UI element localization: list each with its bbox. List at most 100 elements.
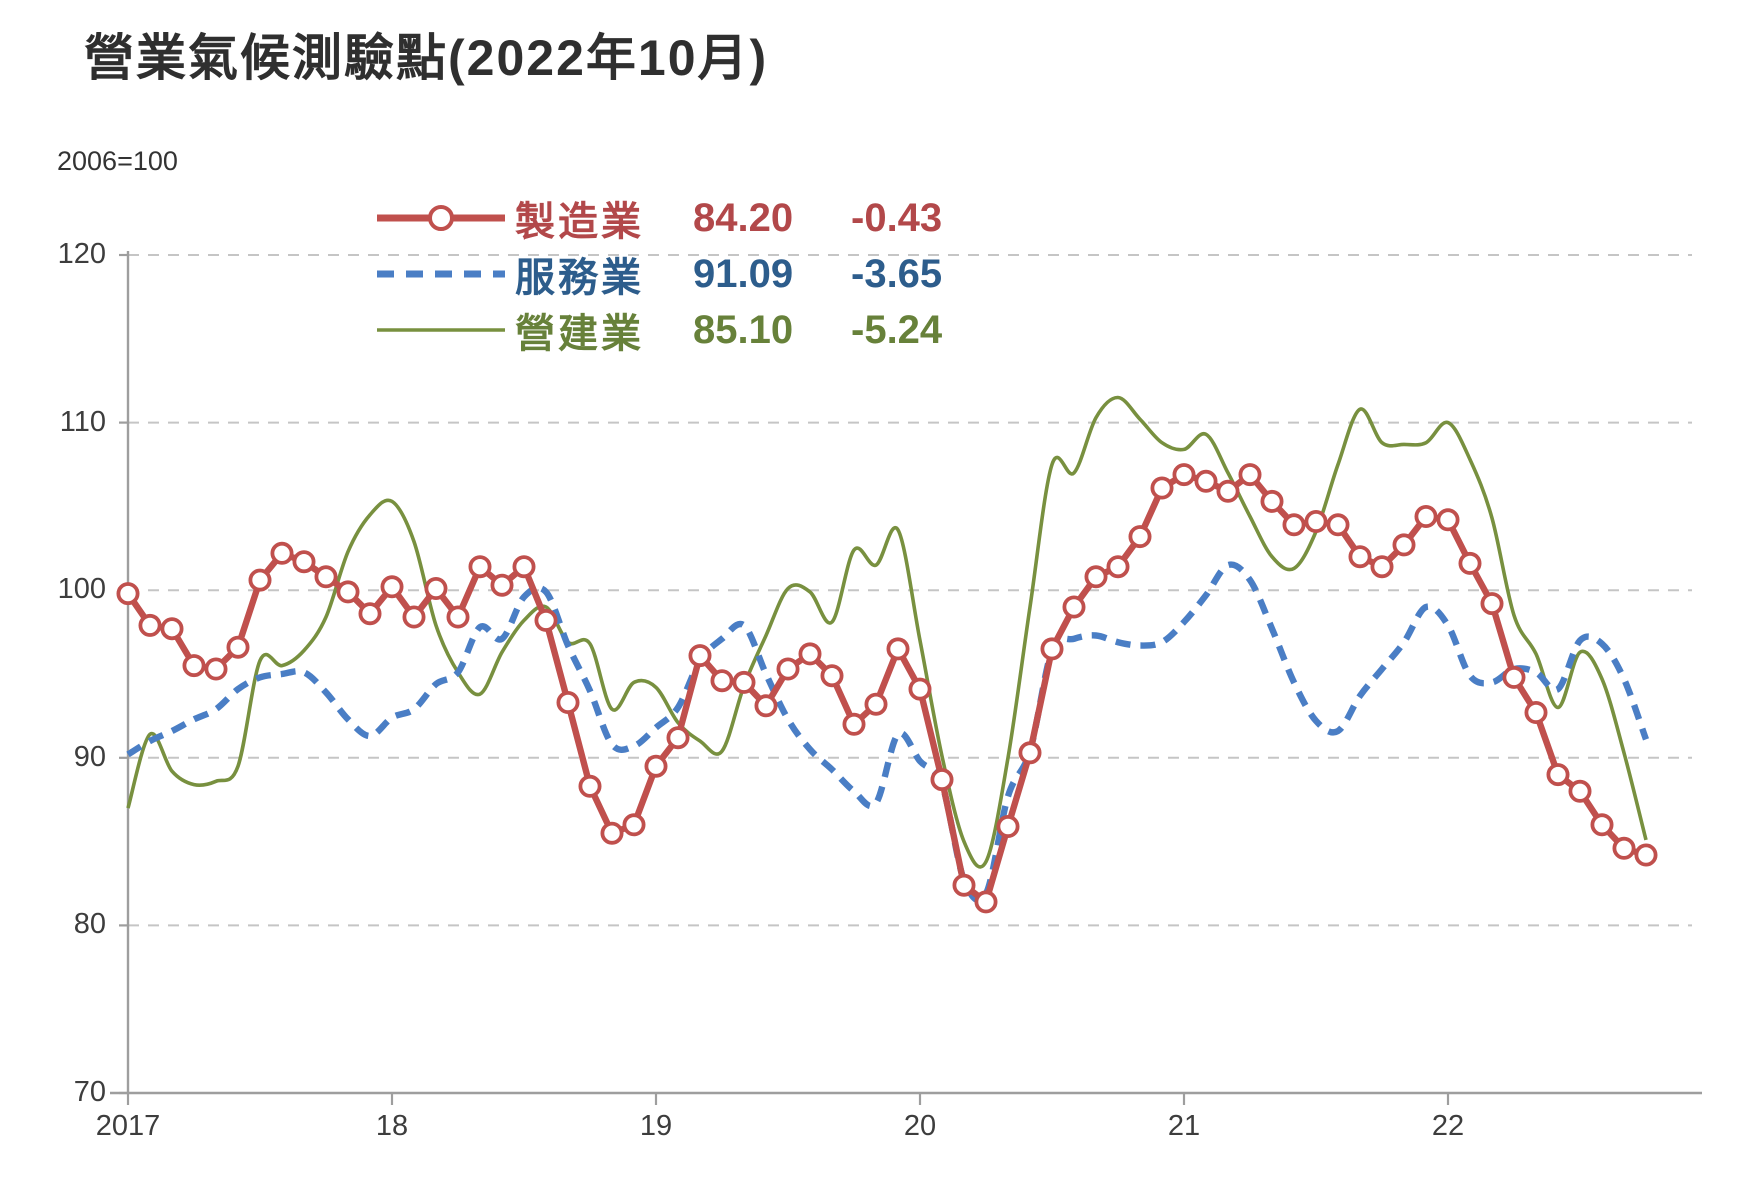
manufacturing-data-point — [314, 565, 338, 589]
manufacturing-data-point — [1502, 665, 1526, 689]
manufacturing-data-point — [1436, 508, 1460, 532]
manufacturing-data-point — [1018, 741, 1042, 765]
services-series-line — [126, 561, 1650, 904]
manufacturing-data-point — [1194, 469, 1218, 493]
manufacturing-data-point — [424, 577, 448, 601]
manufacturing-data-point — [1216, 479, 1240, 503]
manufacturing-data-point — [578, 774, 602, 798]
manufacturing-data-point — [160, 617, 184, 641]
y-axis-note: 2006=100 — [57, 146, 178, 176]
manufacturing-data-point — [1282, 513, 1306, 537]
manufacturing-data-point — [622, 813, 646, 837]
x-axis-tick-label: 22 — [1431, 1110, 1465, 1142]
manufacturing-data-point — [1106, 555, 1130, 579]
manufacturing-data-point — [1370, 555, 1394, 579]
x-axis-tick-label: 18 — [375, 1110, 409, 1142]
manufacturing-data-point — [1304, 509, 1328, 533]
manufacturing-data-point — [1062, 595, 1086, 619]
x-axis-tick-label: 21 — [1167, 1110, 1201, 1142]
manufacturing-data-point — [930, 768, 954, 792]
manufacturing-data-point — [886, 637, 910, 661]
manufacturing-data-point — [820, 664, 844, 688]
legend-change: -5.24 — [851, 307, 943, 352]
manufacturing-data-point — [1150, 476, 1174, 500]
manufacturing-data-point — [688, 644, 712, 668]
x-axis-tick-label: 2017 — [95, 1110, 161, 1142]
manufacturing-data-point — [226, 635, 250, 659]
manufacturing-data-point — [336, 580, 360, 604]
manufacturing-data-point — [600, 821, 624, 845]
manufacturing-data-point — [776, 657, 800, 681]
construction-line-icon — [377, 328, 505, 332]
manufacturing-data-point — [842, 712, 866, 736]
manufacturing-data-point — [1172, 463, 1196, 487]
manufacturing-data-point — [1084, 565, 1108, 589]
manufacturing-data-point — [1348, 545, 1372, 569]
legend-label: 營建業 — [515, 312, 644, 356]
manufacturing-data-point — [974, 890, 998, 914]
manufacturing-data-point — [292, 550, 316, 574]
manufacturing-data-point — [1480, 592, 1504, 616]
manufacturing-data-point — [556, 691, 580, 715]
manufacturing-data-point — [248, 568, 272, 592]
manufacturing-data-point — [1238, 463, 1262, 487]
manufacturing-data-point — [490, 573, 514, 597]
legend-value: 91.09 — [693, 251, 794, 296]
y-axis-tick-label: 120 — [57, 238, 106, 270]
manufacturing-data-point — [908, 677, 932, 701]
manufacturing-data-point — [1458, 551, 1482, 575]
manufacturing-data-point — [996, 815, 1020, 839]
manufacturing-data-point — [798, 642, 822, 666]
chart-title: 營業氣候測驗點(2022年10月) — [84, 30, 769, 86]
manufacturing-data-point — [1392, 533, 1416, 557]
y-axis-tick-label: 80 — [73, 908, 106, 941]
y-axis-tick-label: 70 — [73, 1076, 106, 1108]
manufacturing-data-point — [1040, 637, 1064, 661]
manufacturing-data-point — [1260, 489, 1284, 513]
manufacturing-data-point — [446, 605, 470, 629]
legend-item-construction: 營建業 85.10 -5.24 — [375, 302, 942, 358]
manufacturing-data-point — [732, 670, 756, 694]
manufacturing-data-point — [1414, 504, 1438, 528]
manufacturing-data-point — [358, 602, 382, 626]
legend-item-services: 服務業 91.09 -3.65 — [375, 246, 942, 302]
x-axis-tick-label: 19 — [639, 1110, 673, 1142]
y-axis-tick-label: 100 — [57, 573, 106, 606]
manufacturing-data-point — [116, 582, 140, 606]
x-axis-tick-label: 20 — [903, 1110, 937, 1142]
manufacturing-data-point — [512, 555, 536, 579]
manufacturing-data-point — [468, 555, 492, 579]
manufacturing-data-point — [380, 575, 404, 599]
manufacturing-data-point — [1568, 779, 1592, 803]
manufacturing-data-point — [270, 541, 294, 565]
manufacturing-data-point — [138, 613, 162, 637]
y-axis-tick-label: 110 — [59, 405, 106, 438]
legend-label: 服務業 — [515, 256, 644, 300]
manufacturing-data-point — [1524, 701, 1548, 725]
manufacturing-data-point — [204, 657, 228, 681]
manufacturing-data-point — [710, 669, 734, 693]
manufacturing-data-point — [1612, 836, 1636, 860]
manufacturing-data-point — [1590, 813, 1614, 837]
manufacturing-data-point — [402, 605, 426, 629]
legend-value: 84.20 — [693, 195, 794, 240]
manufacturing-data-point — [1326, 513, 1350, 537]
manufacturing-data-point — [1128, 525, 1152, 549]
manufacturing-data-point — [644, 754, 668, 778]
manufacturing-data-point — [864, 692, 888, 716]
manufacturing-data-point — [754, 694, 778, 718]
legend-change: -0.43 — [851, 195, 943, 240]
y-axis-tick-label: 90 — [73, 740, 106, 773]
legend-item-manufacturing: 製造業 84.20 -0.43 — [375, 190, 942, 246]
manufacturing-data-point — [1634, 843, 1658, 867]
legend: 製造業 84.20 -0.43 服務業 91.09 -3.65 營建業 85.1… — [375, 190, 942, 358]
construction-series-line — [126, 395, 1648, 869]
manufacturing-line-marker-icon — [377, 205, 505, 231]
legend-label: 製造業 — [515, 200, 644, 244]
manufacturing-series-line — [125, 471, 1647, 906]
legend-value: 85.10 — [693, 307, 794, 352]
manufacturing-data-point — [1546, 763, 1570, 787]
manufacturing-data-point — [666, 726, 690, 750]
